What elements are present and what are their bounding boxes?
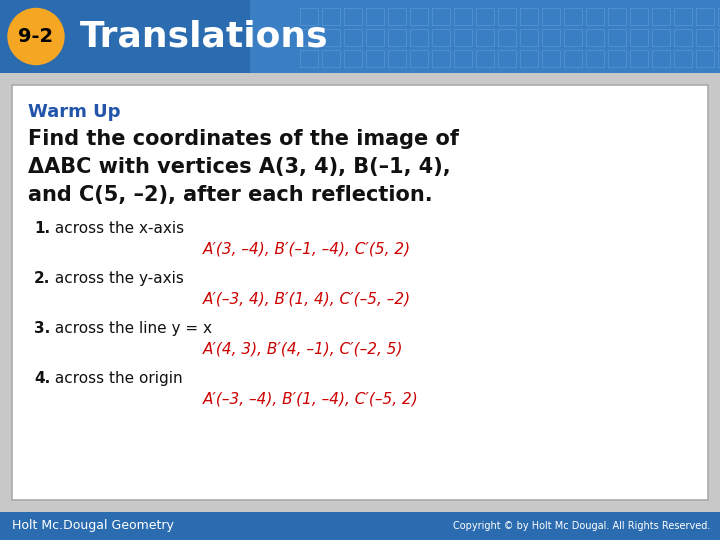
Bar [388, 50, 406, 67]
Bar [0, 512, 720, 540]
Bar [454, 50, 472, 67]
Bar [586, 8, 604, 25]
Circle shape [8, 9, 64, 64]
Bar [432, 29, 450, 46]
Bar [718, 8, 720, 25]
Bar [564, 8, 582, 25]
Bar [300, 8, 318, 25]
Bar [0, 0, 720, 73]
Bar [520, 50, 538, 67]
Bar [344, 8, 362, 25]
Bar [322, 50, 340, 67]
Bar [410, 29, 428, 46]
Text: Warm Up: Warm Up [28, 103, 120, 121]
Text: 2.: 2. [34, 271, 50, 286]
Bar [542, 29, 560, 46]
Bar [696, 8, 714, 25]
Bar [718, 50, 720, 67]
Bar [432, 8, 450, 25]
Text: Holt Mc.Dougal Geometry: Holt Mc.Dougal Geometry [12, 519, 174, 532]
Text: ΔABC with vertices A(3, 4), B(–1, 4),: ΔABC with vertices A(3, 4), B(–1, 4), [28, 157, 451, 177]
Bar [652, 29, 670, 46]
Text: Copyright © by Holt Mc Dougal. All Rights Reserved.: Copyright © by Holt Mc Dougal. All Right… [453, 521, 710, 531]
Bar [300, 50, 318, 67]
Bar [476, 29, 494, 46]
Bar [674, 50, 692, 67]
Text: A′(3, –4), B′(–1, –4), C′(5, 2): A′(3, –4), B′(–1, –4), C′(5, 2) [203, 241, 411, 256]
Bar [300, 29, 318, 46]
Bar [388, 29, 406, 46]
Text: A′(–3, 4), B′(1, 4), C′(–5, –2): A′(–3, 4), B′(1, 4), C′(–5, –2) [203, 291, 411, 306]
Bar [366, 50, 384, 67]
Bar [322, 29, 340, 46]
Text: 4.: 4. [34, 371, 50, 386]
Bar [410, 8, 428, 25]
Bar [630, 8, 648, 25]
Bar [498, 8, 516, 25]
Bar [586, 29, 604, 46]
Bar [410, 50, 428, 67]
Bar [454, 29, 472, 46]
Text: across the y-axis: across the y-axis [50, 271, 184, 286]
Bar [498, 29, 516, 46]
Text: and C(5, –2), after each reflection.: and C(5, –2), after each reflection. [28, 185, 433, 205]
Text: across the x-axis: across the x-axis [50, 221, 184, 236]
Bar [608, 50, 626, 67]
Bar [542, 8, 560, 25]
Bar [432, 50, 450, 67]
Bar [608, 8, 626, 25]
Bar [366, 8, 384, 25]
Bar [344, 50, 362, 67]
Bar [586, 50, 604, 67]
Bar [696, 50, 714, 67]
Text: Find the coordinates of the image of: Find the coordinates of the image of [28, 129, 459, 149]
Text: across the line y = x: across the line y = x [50, 321, 212, 336]
Text: across the origin: across the origin [50, 371, 183, 386]
Bar [542, 50, 560, 67]
FancyBboxPatch shape [12, 85, 708, 500]
Bar [564, 50, 582, 67]
Bar [696, 29, 714, 46]
Bar [630, 29, 648, 46]
Bar [388, 8, 406, 25]
Bar [454, 8, 472, 25]
Bar [674, 8, 692, 25]
Text: 1.: 1. [34, 221, 50, 236]
Bar [564, 29, 582, 46]
Bar [630, 50, 648, 67]
Bar [250, 0, 720, 73]
Bar [608, 29, 626, 46]
Bar [476, 50, 494, 67]
Text: 9-2: 9-2 [19, 27, 53, 46]
Bar [344, 29, 362, 46]
Bar [652, 8, 670, 25]
Bar [476, 8, 494, 25]
Bar [322, 8, 340, 25]
Bar [498, 50, 516, 67]
Text: Translations: Translations [80, 19, 328, 53]
Bar [674, 29, 692, 46]
Bar [718, 29, 720, 46]
Text: A′(4, 3), B′(4, –1), C′(–2, 5): A′(4, 3), B′(4, –1), C′(–2, 5) [203, 341, 403, 356]
Bar [652, 50, 670, 67]
Bar [520, 8, 538, 25]
Text: 3.: 3. [34, 321, 50, 336]
Text: A′(–3, –4), B′(1, –4), C′(–5, 2): A′(–3, –4), B′(1, –4), C′(–5, 2) [203, 391, 419, 406]
Bar [520, 29, 538, 46]
Bar [366, 29, 384, 46]
